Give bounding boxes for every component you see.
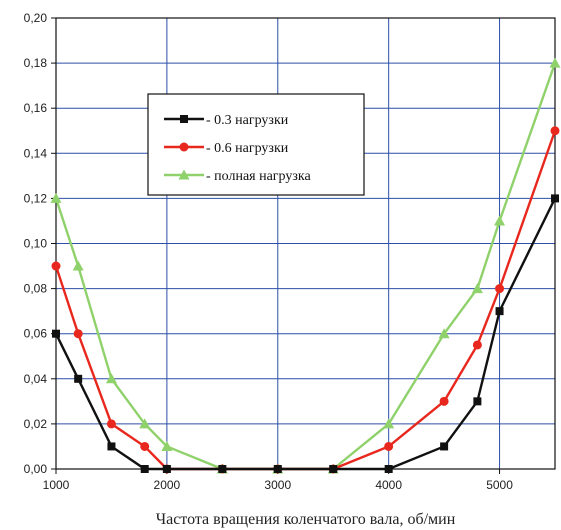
legend-label: - 0.3 нагрузки <box>206 113 289 128</box>
data-point <box>106 419 116 429</box>
legend-label: - 0.6 нагрузки <box>206 141 289 156</box>
x-tick-label: 5000 <box>486 478 513 492</box>
data-point <box>384 465 393 473</box>
y-tick-label: 0,18 <box>24 56 48 70</box>
data-point <box>551 194 559 203</box>
data-point <box>549 57 561 68</box>
y-tick-label: 0,12 <box>24 191 48 205</box>
y-tick-label: 0,00 <box>24 462 48 476</box>
data-point <box>105 373 117 384</box>
x-tick-label: 1000 <box>43 478 70 492</box>
data-point <box>471 283 483 294</box>
data-point <box>473 397 482 406</box>
legend-marker <box>178 169 190 180</box>
data-point <box>329 465 338 473</box>
data-point <box>72 260 84 271</box>
y-tick-label: 0,14 <box>24 146 48 160</box>
x-tick-label: 3000 <box>264 478 291 492</box>
data-point <box>162 465 171 473</box>
data-point <box>495 307 504 316</box>
y-tick-label: 0,08 <box>24 282 48 296</box>
legend-item: - 0.6 нагрузки <box>164 141 289 156</box>
legend-marker <box>179 142 189 152</box>
y-tick-label: 0,04 <box>24 372 48 386</box>
y-tick-label: 0,02 <box>24 417 48 431</box>
data-point <box>495 284 505 294</box>
data-point <box>384 441 394 451</box>
legend-marker <box>180 115 188 123</box>
x-axis-label: Частота вращения коленчатого вала, об/ми… <box>156 511 456 528</box>
legend-label: - полная нагрузка <box>206 169 311 184</box>
data-point <box>51 261 61 271</box>
y-tick-label: 0,20 <box>24 11 48 25</box>
legend: - 0.3 нагрузки - 0.6 нагрузки - полная наг… <box>147 93 365 196</box>
y-axis-ticks: 0,00 0,02 0,04 0,06 0,08 0,10 0,12 0,14 0,16 0,18… <box>24 11 56 476</box>
data-point <box>74 374 83 383</box>
data-point <box>383 418 395 429</box>
data-point <box>472 340 482 350</box>
y-tick-label: 0,16 <box>24 101 48 115</box>
data-point <box>140 465 149 473</box>
data-point <box>52 329 60 338</box>
data-point <box>439 396 449 406</box>
data-point <box>440 442 449 451</box>
data-point <box>273 465 282 473</box>
x-tick-label: 4000 <box>375 478 402 492</box>
series-1 <box>52 194 559 473</box>
data-point <box>218 465 227 473</box>
grid-lines <box>56 18 555 469</box>
series-group <box>50 57 561 474</box>
y-tick-label: 0,06 <box>24 327 48 341</box>
data-point <box>73 329 83 339</box>
data-point <box>107 442 116 451</box>
x-tick-label: 2000 <box>154 478 181 492</box>
legend-item: - 0.3 нагрузки <box>164 113 289 128</box>
data-point <box>139 418 151 429</box>
data-point <box>161 440 173 451</box>
y-tick-label: 0,10 <box>24 237 48 251</box>
data-point <box>140 441 150 451</box>
legend-item: - полная нагрузка <box>164 169 311 184</box>
data-point <box>550 126 560 136</box>
data-point <box>494 215 506 226</box>
data-point <box>50 192 62 203</box>
data-point <box>438 328 450 339</box>
x-axis-ticks: 1000 2000 3000 4000 5000 <box>43 469 513 492</box>
